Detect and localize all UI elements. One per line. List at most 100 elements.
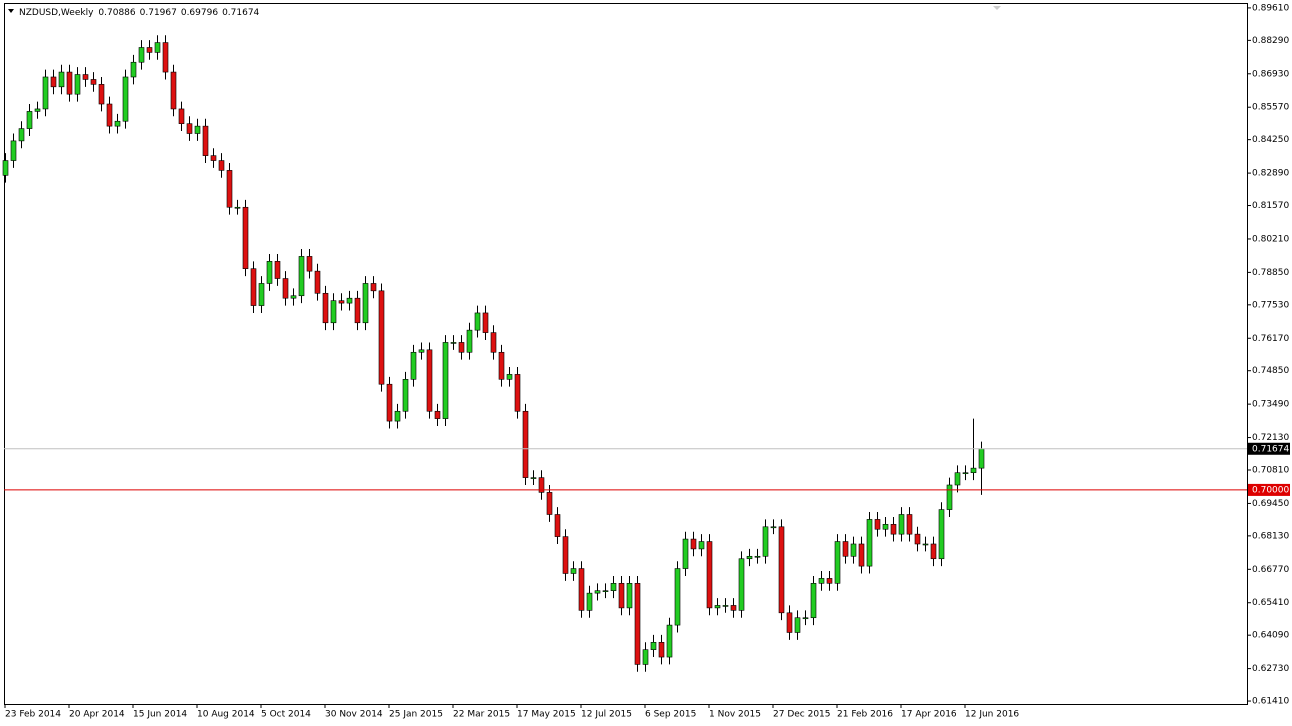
- candle-body: [746, 555, 753, 560]
- y-tick-label: 0.76170: [1252, 334, 1289, 344]
- price-label: 0.71674: [1252, 444, 1289, 454]
- y-tick-label: 0.81570: [1252, 201, 1289, 211]
- candle-body: [586, 592, 593, 611]
- candle-body: [538, 477, 545, 493]
- candle-body: [82, 74, 89, 80]
- candle-body: [226, 170, 233, 208]
- candle-body: [482, 312, 489, 333]
- plot-frame: [4, 3, 1248, 705]
- candle-body: [698, 541, 705, 550]
- candle-body: [258, 283, 265, 306]
- x-tick-label: 21 Feb 2016: [837, 710, 893, 720]
- candle-body: [874, 519, 881, 530]
- candle-body: [34, 108, 41, 112]
- candle-body: [290, 295, 297, 299]
- candle-body: [842, 541, 849, 557]
- candle-body: [218, 160, 225, 171]
- price-label-box: [1248, 442, 1290, 455]
- x-tick-label: 22 Mar 2015: [453, 710, 510, 720]
- chart-title: NZDUSD,Weekly: [19, 8, 94, 18]
- open-value: 0.70886: [98, 8, 135, 18]
- y-tick-label: 0.64090: [1252, 631, 1289, 641]
- candle-body: [930, 543, 937, 560]
- menu-arrow[interactable]: [8, 9, 14, 13]
- candle-body: [442, 342, 449, 419]
- x-tick-label: 1 Nov 2015: [709, 710, 761, 720]
- y-tick-label: 0.70810: [1252, 466, 1289, 476]
- y-tick-label: 0.85570: [1252, 103, 1289, 113]
- candle-body: [962, 472, 969, 475]
- candle-body: [602, 590, 609, 592]
- candle-body: [834, 541, 841, 584]
- candle-body: [866, 519, 873, 567]
- candle-body: [970, 467, 977, 474]
- candle-body: [914, 533, 921, 545]
- level-label: 0.70000: [1252, 485, 1289, 495]
- candle-body: [794, 617, 801, 633]
- x-tick-label: 17 Apr 2016: [901, 710, 957, 720]
- candle-body: [770, 526, 777, 529]
- candle-body: [458, 342, 465, 353]
- x-tick-label: 20 Apr 2014: [69, 710, 125, 720]
- candle-body: [922, 543, 929, 546]
- candle-body: [722, 605, 729, 607]
- candle-body: [490, 332, 497, 353]
- candle-body: [122, 76, 129, 122]
- candle-body: [682, 538, 689, 569]
- candle-body: [282, 278, 289, 299]
- y-tick-label: 0.88290: [1252, 36, 1289, 46]
- candle-body: [762, 526, 769, 557]
- x-tick-label: 23 Feb 2014: [5, 710, 61, 720]
- x-tick-label: 17 May 2015: [517, 710, 576, 720]
- candle-body: [130, 61, 137, 78]
- candle-body: [658, 642, 665, 658]
- y-tick-label: 0.77530: [1252, 300, 1289, 310]
- x-tick-label: 5 Oct 2014: [261, 710, 311, 720]
- candle-body: [242, 206, 249, 270]
- candle-body: [826, 578, 833, 584]
- candle-body: [498, 351, 505, 380]
- candle-body: [642, 649, 649, 665]
- y-tick-label: 0.80210: [1252, 234, 1289, 244]
- y-tick-label: 0.69450: [1252, 499, 1289, 509]
- candle-body: [210, 155, 217, 161]
- x-tick-label: 30 Nov 2014: [325, 710, 383, 720]
- y-tick-label: 0.68130: [1252, 531, 1289, 541]
- candle-body: [50, 76, 57, 88]
- candle-body: [818, 578, 825, 584]
- candle-body: [202, 125, 209, 156]
- candle-body: [506, 374, 513, 380]
- candle-body: [74, 74, 81, 95]
- x-tick-label: 12 Jul 2015: [581, 710, 632, 720]
- candle-body: [402, 379, 409, 412]
- candle-body: [786, 612, 793, 633]
- candle-body: [378, 290, 385, 385]
- candle-body: [26, 111, 33, 129]
- candle-body: [90, 79, 97, 85]
- candle-body: [266, 261, 273, 284]
- candle-body: [58, 71, 65, 88]
- candle-body: [370, 283, 377, 292]
- x-tick-label: 15 Jun 2014: [133, 710, 187, 720]
- candle-body: [754, 555, 761, 558]
- candle-body: [554, 514, 561, 537]
- y-tick-label: 0.78850: [1252, 268, 1289, 278]
- y-tick-label: 0.86930: [1252, 69, 1289, 79]
- candle-body: [946, 484, 953, 510]
- candle-body: [154, 42, 161, 53]
- candle-body: [98, 84, 105, 105]
- candle-body: [170, 71, 177, 110]
- candle-body: [466, 329, 473, 353]
- candle-body: [562, 536, 569, 574]
- x-tick-label: 10 Aug 2014: [197, 710, 255, 720]
- candle-body: [322, 292, 329, 324]
- candle-body: [634, 583, 641, 665]
- candle-body: [570, 568, 577, 574]
- candle-body: [114, 120, 121, 127]
- candle-body: [594, 590, 601, 594]
- y-tick-label: 0.66770: [1252, 565, 1289, 575]
- scroll-marker: [993, 6, 1001, 10]
- candle-body: [138, 47, 145, 63]
- candle-body: [954, 472, 961, 486]
